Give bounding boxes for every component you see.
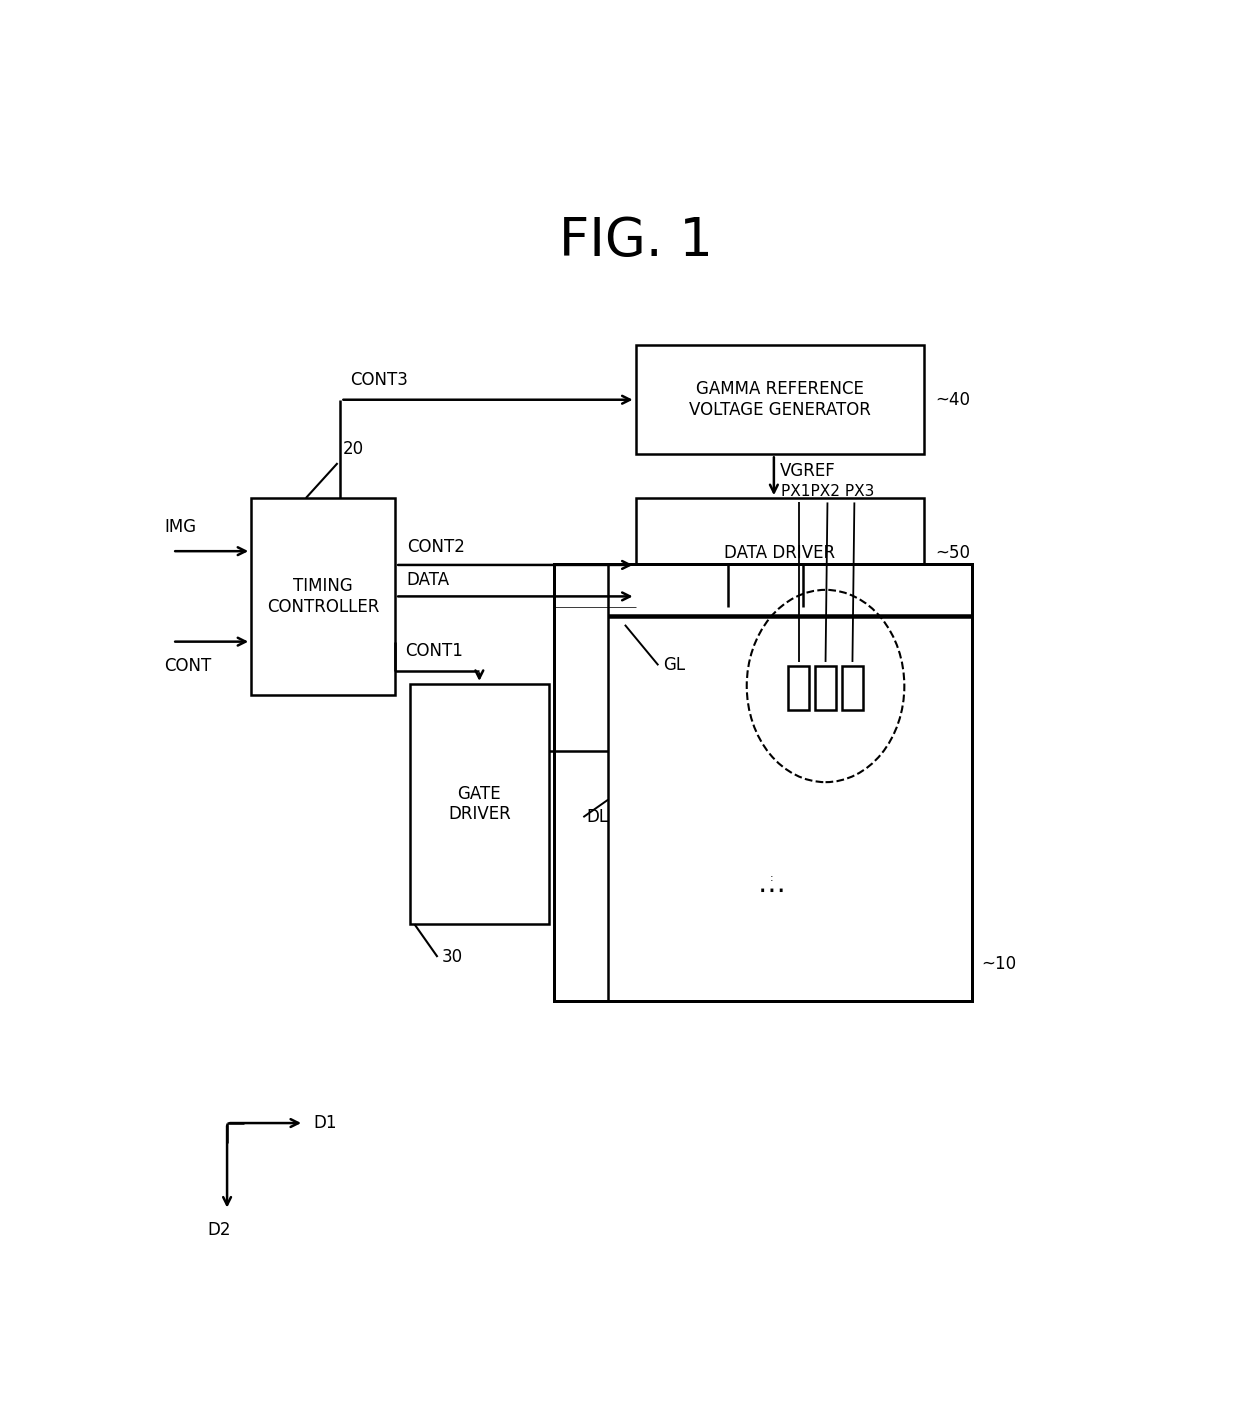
- Text: ⋯: ⋯: [758, 877, 785, 905]
- Text: ~40: ~40: [935, 390, 971, 409]
- Text: :: :: [769, 873, 773, 883]
- Bar: [635, 345, 924, 454]
- Text: CONT2: CONT2: [407, 538, 465, 556]
- Text: DATA: DATA: [407, 570, 450, 589]
- Text: 20: 20: [342, 440, 363, 458]
- Text: ~10: ~10: [982, 955, 1017, 973]
- Bar: [635, 498, 924, 607]
- Text: PX1PX2 PX3: PX1PX2 PX3: [781, 484, 874, 499]
- Text: D1: D1: [314, 1114, 337, 1132]
- Text: FIG. 1: FIG. 1: [558, 216, 713, 267]
- Text: DL: DL: [587, 807, 609, 826]
- Text: CONT1: CONT1: [404, 641, 463, 660]
- Bar: [815, 667, 836, 710]
- Text: 30: 30: [441, 948, 463, 966]
- Text: ~50: ~50: [935, 543, 971, 562]
- Bar: [554, 563, 972, 1000]
- Text: DATA DRIVER: DATA DRIVER: [724, 543, 836, 562]
- Text: GL: GL: [663, 656, 686, 674]
- Text: GATE
DRIVER: GATE DRIVER: [448, 785, 511, 823]
- Bar: [842, 667, 863, 710]
- Text: GAMMA REFERENCE
VOLTAGE GENERATOR: GAMMA REFERENCE VOLTAGE GENERATOR: [688, 380, 870, 419]
- Text: IMG: IMG: [165, 518, 197, 536]
- Bar: [250, 498, 396, 695]
- Text: CONT3: CONT3: [350, 370, 408, 389]
- Text: TIMING
CONTROLLER: TIMING CONTROLLER: [267, 578, 379, 616]
- Text: VGREF: VGREF: [780, 461, 836, 480]
- Text: D2: D2: [207, 1222, 231, 1239]
- Bar: [789, 667, 810, 710]
- Bar: [409, 684, 549, 924]
- Text: CONT: CONT: [165, 657, 212, 675]
